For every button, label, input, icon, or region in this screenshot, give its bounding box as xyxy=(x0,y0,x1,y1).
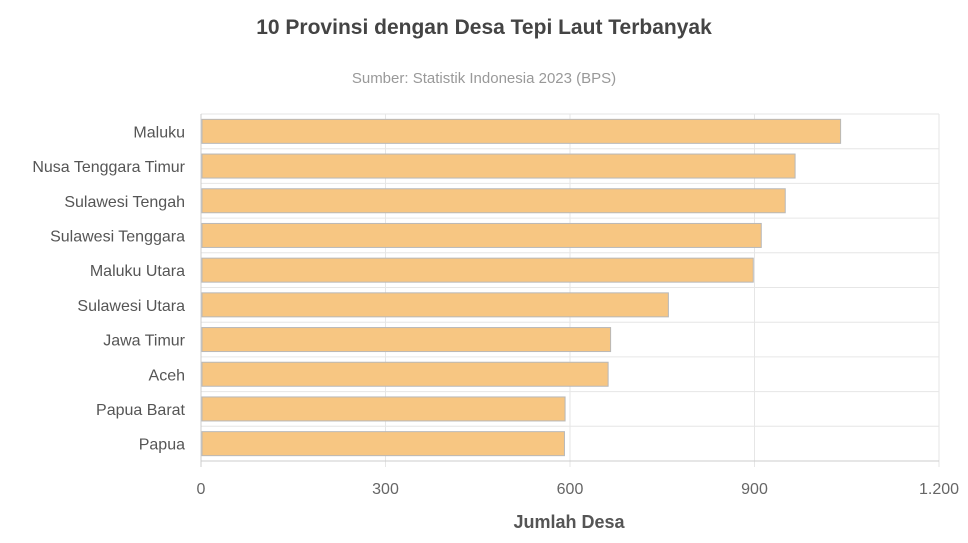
x-tick-label: 1.200 xyxy=(919,481,959,498)
bar xyxy=(201,188,786,214)
x-tick-label: 600 xyxy=(557,481,584,498)
bar xyxy=(201,396,566,422)
bar xyxy=(201,153,796,179)
x-tick-label: 300 xyxy=(372,481,399,498)
bar xyxy=(201,292,669,318)
chart-subtitle: Sumber: Statistik Indonesia 2023 (BPS) xyxy=(351,70,617,87)
category-label: Sulawesi Utara xyxy=(77,298,185,315)
chart-title: 10 Provinsi dengan Desa Tepi Laut Terban… xyxy=(256,16,712,39)
x-axis-label: Jumlah Desa xyxy=(513,512,625,532)
category-label: Nusa Tenggara Timur xyxy=(32,159,185,176)
bar xyxy=(201,327,612,353)
category-label: Papua Barat xyxy=(96,402,186,419)
category-label: Maluku Utara xyxy=(90,263,185,280)
category-label: Papua xyxy=(139,437,185,454)
bar xyxy=(201,222,762,248)
bar xyxy=(201,361,609,387)
bar xyxy=(201,118,842,144)
category-label: Jawa Timur xyxy=(103,333,185,350)
category-label: Aceh xyxy=(149,367,185,384)
x-tick-label: 900 xyxy=(741,481,768,498)
bar xyxy=(201,257,754,283)
x-tick-label: 0 xyxy=(197,481,206,498)
category-label: Sulawesi Tengah xyxy=(64,194,185,211)
bar xyxy=(201,431,565,457)
category-label: Sulawesi Tenggara xyxy=(50,228,185,245)
category-label: Maluku xyxy=(133,124,185,141)
